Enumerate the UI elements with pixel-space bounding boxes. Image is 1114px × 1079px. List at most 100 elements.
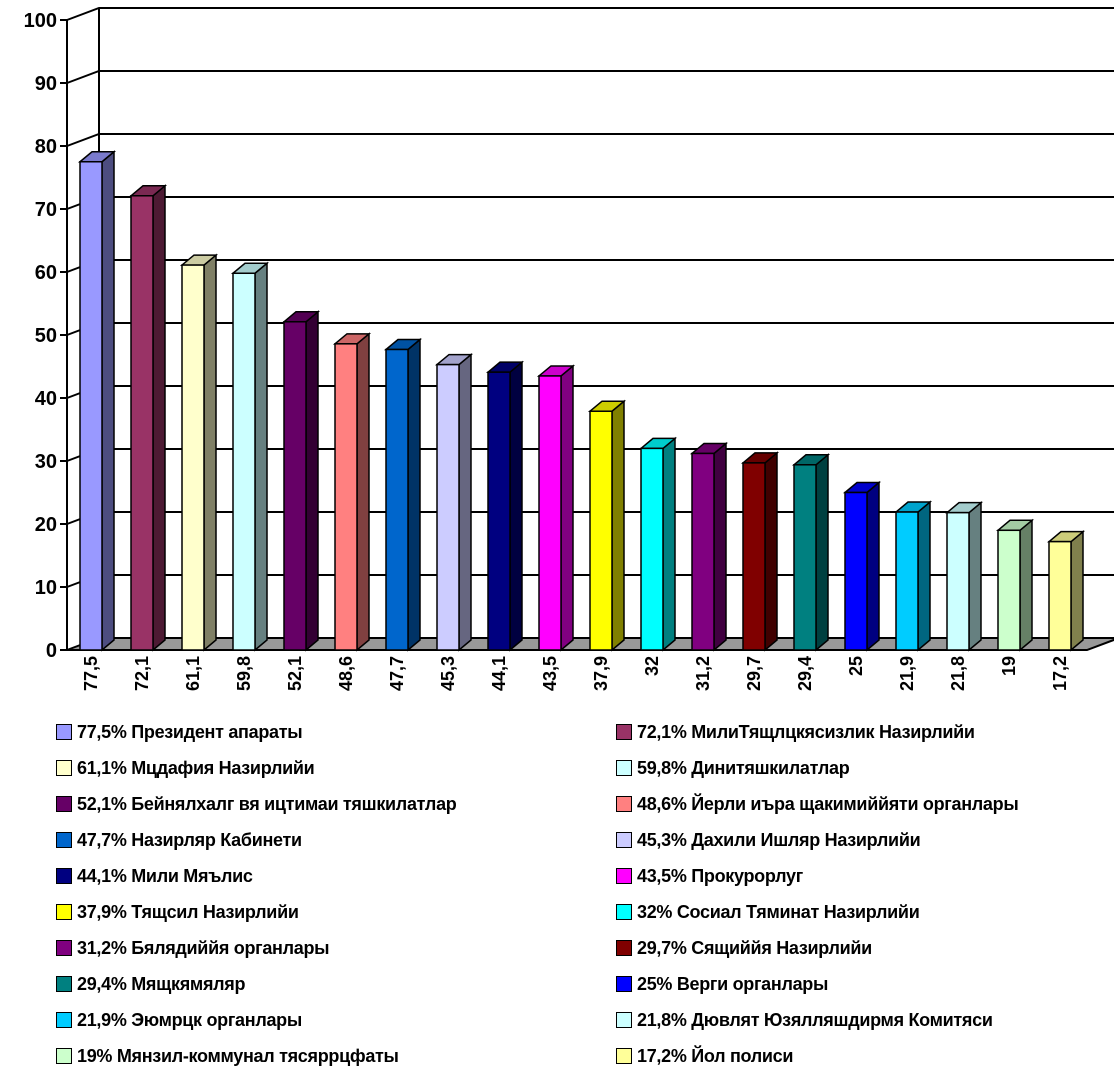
bar-side-1 — [152, 184, 166, 652]
legend-item: 17,2% Йол полиси — [616, 1038, 1114, 1074]
bar-side-8 — [509, 360, 523, 652]
legend-item: 48,6% Йерли иъра щакимиййяти органлары — [616, 786, 1114, 822]
legend-item: 19% Мянзил-коммунал тясяррцфаты — [56, 1038, 616, 1074]
bar-side-5 — [356, 332, 370, 652]
legend-swatch — [616, 868, 632, 884]
gridline-40 — [66, 385, 1114, 399]
legend-label: 45,3% Дахили Ишляр Назирлийи — [637, 829, 921, 850]
y-tick-label-100: 100 — [24, 10, 57, 32]
bar-side-19 — [1070, 530, 1084, 652]
legend-item: 31,2% Бялядиййя органлары — [56, 930, 616, 966]
bar-side-13 — [764, 451, 778, 652]
chart-svg: 0 10 20 30 40 50 60 70 80 90 100 77,5 72,1 61,1 59,8 52… — [24, 7, 1114, 691]
bar-side-2 — [203, 253, 217, 652]
legend-label: 21,9% Эюмрцк органлары — [77, 1009, 302, 1030]
y-tick-label-80: 80 — [35, 136, 57, 158]
bar-9 — [538, 375, 562, 651]
legend-label: 29,4% Мящкямяляр — [77, 973, 246, 994]
gridline-100 — [66, 7, 1114, 21]
legend-label: 43,5% Прокурорлуг — [637, 865, 803, 886]
x-tick-label-7: 45,3 — [438, 656, 458, 691]
bar-7 — [436, 363, 460, 651]
bar-18 — [997, 529, 1021, 651]
bar-side-7 — [458, 353, 472, 652]
bar-side-11 — [662, 436, 676, 652]
legend-swatch — [56, 868, 72, 884]
legend-item: 43,5% Прокурорлуг — [616, 858, 1114, 894]
legend-item: 21,8% Дювлят Юзялляшдирмя Комитяси — [616, 1002, 1114, 1038]
legend-swatch — [56, 940, 72, 956]
x-tick-label-16: 21,9 — [897, 656, 917, 691]
gridline-60 — [66, 259, 1114, 273]
x-tick-label-10: 37,9 — [591, 656, 611, 691]
bar-side-4 — [305, 310, 319, 652]
bar-side-12 — [713, 441, 727, 652]
y-tick-label-20: 20 — [35, 514, 57, 536]
legend-item: 29,4% Мящкямяляр — [56, 966, 616, 1002]
y-tick-label-30: 30 — [35, 451, 57, 473]
bar-side-9 — [560, 364, 574, 652]
legend-item: 44,1% Мили Мяълис — [56, 858, 616, 894]
legend-label: 48,6% Йерли иъра щакимиййяти органлары — [637, 793, 1019, 814]
legend-swatch — [616, 976, 632, 992]
legend-swatch — [56, 904, 72, 920]
x-tick-label-14: 29,4 — [795, 656, 815, 691]
legend-label: 25% Верги органлары — [637, 973, 829, 994]
y-tick-label-40: 40 — [35, 388, 57, 410]
legend-swatch — [616, 832, 632, 848]
legend-item: 45,3% Дахили Ишляр Назирлийи — [616, 822, 1114, 858]
y-tick-label-90: 90 — [35, 73, 57, 95]
x-tick-label-0: 77,5 — [81, 656, 101, 691]
bar-side-14 — [815, 453, 829, 652]
bar-1 — [130, 195, 154, 651]
legend-label: 47,7% Назирляр Кабинети — [77, 829, 302, 850]
bar-6 — [385, 348, 409, 651]
x-tick-label-19: 17,2 — [1050, 656, 1070, 691]
legend-item: 77,5% Президент апараты — [56, 714, 616, 750]
bar-16 — [895, 511, 919, 651]
legend-swatch — [616, 1012, 632, 1028]
bar-side-18 — [1019, 518, 1033, 652]
legend-item: 52,1% Бейнялхалг вя ицтимаи тяшкилатлар — [56, 786, 616, 822]
bar-14 — [793, 464, 817, 651]
legend-item: 47,7% Назирляр Кабинети — [56, 822, 616, 858]
legend-swatch — [616, 760, 632, 776]
bar-17 — [946, 511, 970, 651]
gridline-80 — [66, 133, 1114, 147]
bar-side-10 — [611, 399, 625, 652]
legend-swatch — [56, 724, 72, 740]
legend-item: 72,1% МилиТящлцкясизлик Назирлийи — [616, 714, 1114, 750]
gridline-50 — [66, 322, 1114, 336]
x-tick-label-3: 59,8 — [234, 656, 254, 691]
legend-swatch — [56, 832, 72, 848]
x-tick-label-1: 72,1 — [132, 656, 152, 691]
bar-5 — [334, 343, 358, 651]
legend-label: 44,1% Мили Мяълис — [77, 865, 253, 886]
legend-label: 52,1% Бейнялхалг вя ицтимаи тяшкилатлар — [77, 793, 457, 814]
bar-3 — [232, 272, 256, 651]
y-tick-label-0: 0 — [46, 640, 57, 662]
legend-item: 21,9% Эюмрцк органлары — [56, 1002, 616, 1038]
legend-item: 29,7% Сящиййя Назирлийи — [616, 930, 1114, 966]
bar-0 — [79, 161, 103, 651]
legend-label: 37,9% Тящсил Назирлийи — [77, 901, 299, 922]
legend-swatch — [56, 1012, 72, 1028]
legend-item: 25% Верги органлары — [616, 966, 1114, 1002]
bar-11 — [640, 447, 664, 651]
legend-label: 59,8% Динитяшкилатлар — [637, 757, 850, 778]
x-tick-label-12: 31,2 — [693, 656, 713, 691]
legend-label: 61,1% Мцдафия Назирлийи — [77, 757, 315, 778]
x-tick-label-15: 25 — [846, 656, 866, 676]
legend-label: 32% Сосиал Тяминат Назирлийи — [637, 901, 920, 922]
x-tick-label-4: 52,1 — [285, 656, 305, 691]
legend-label: 19% Мянзил-коммунал тясяррцфаты — [77, 1045, 399, 1066]
legend-item: 37,9% Тящсил Назирлийи — [56, 894, 616, 930]
legend: 77,5% Президент апараты 72,1% МилиТящлцкя… — [56, 714, 1114, 1074]
legend-swatch — [56, 976, 72, 992]
legend-item: 59,8% Динитяшкилатлар — [616, 750, 1114, 786]
bar-chart: 0 10 20 30 40 50 60 70 80 90 100 77,5 72,1 61,1 59,8 52… — [24, 7, 1114, 691]
legend-item: 32% Сосиал Тяминат Назирлийи — [616, 894, 1114, 930]
x-tick-label-13: 29,7 — [744, 656, 764, 691]
bar-8 — [487, 371, 511, 651]
bar-19 — [1048, 540, 1072, 651]
